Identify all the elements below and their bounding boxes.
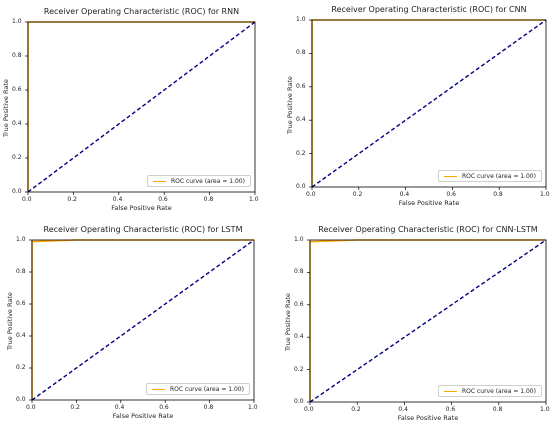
y-tick-label: 1.0 (12, 18, 22, 25)
x-tick-label: 0.8 (203, 196, 214, 203)
x-tick-label: 0.6 (159, 404, 169, 411)
legend-label: ROC curve (area = 1.00) (462, 172, 536, 180)
y-tick-label: 0.4 (296, 116, 306, 124)
x-tick-label: 0.6 (158, 196, 168, 203)
roc-panel-lstm: Receiver Operating Characteristic (ROC) … (0, 218, 275, 436)
y-tick-label: 0.2 (294, 365, 304, 373)
y-tick-label: 0.0 (296, 183, 306, 190)
y-tick-label: 0.4 (16, 332, 26, 339)
legend-swatch-roc-curve (444, 390, 457, 392)
x-tick-label: 0.6 (445, 406, 456, 413)
chance-diagonal-line (27, 21, 256, 193)
y-tick-label: 0.2 (16, 364, 26, 371)
legend: ROC curve (area = 1.00) (146, 383, 250, 395)
x-axis-label: False Positive Rate (398, 199, 460, 207)
y-tick-label: 0.0 (12, 188, 22, 195)
y-tick-label: 0.2 (12, 154, 22, 161)
x-tick-label: 1.0 (249, 196, 259, 203)
y-tick-label: 0.8 (16, 268, 26, 275)
legend-swatch-roc-curve (153, 180, 166, 182)
chart-title: Receiver Operating Characteristic (ROC) … (43, 225, 243, 234)
y-tick-label: 0.6 (16, 300, 26, 307)
legend: ROC curve (area = 1.00) (438, 385, 542, 397)
roc-plot-svg (309, 19, 547, 190)
axes-frame (309, 239, 547, 403)
y-tick-label: 0.8 (12, 52, 22, 59)
y-axis-label: True Positive Rate (284, 293, 292, 351)
axes-frame (311, 19, 547, 188)
legend: ROC curve (area = 1.00) (147, 175, 251, 187)
x-tick-label: 0.8 (492, 406, 503, 413)
x-tick-label: 0.2 (70, 404, 80, 411)
x-tick-label: 0.2 (351, 406, 361, 413)
legend-swatch-roc-curve (444, 175, 457, 177)
x-tick-label: 0.2 (352, 191, 363, 198)
y-tick-label: 0.4 (12, 120, 22, 127)
roc-panel-cnn-lstm: Receiver Operating Characteristic (ROC) … (280, 218, 550, 436)
x-tick-label: 1.0 (540, 191, 550, 198)
chart-title: Receiver Operating Characteristic (ROC) … (331, 5, 527, 14)
x-tick-label: 0.8 (203, 404, 214, 411)
legend-label: ROC curve (area = 1.00) (170, 385, 244, 393)
legend-label: ROC curve (area = 1.00) (462, 387, 536, 395)
chart-title: Receiver Operating Characteristic (ROC) … (318, 225, 538, 234)
y-tick-label: 1.0 (294, 236, 304, 243)
x-tick-label: 0.8 (493, 191, 503, 198)
y-tick-label: 0.6 (296, 82, 306, 90)
y-tick-label: 0.8 (294, 268, 304, 276)
y-tick-label: 1.0 (296, 16, 306, 23)
roc-panel-rnn: Receiver Operating Characteristic (ROC) … (0, 0, 275, 215)
legend-swatch-roc-curve (152, 388, 165, 390)
x-axis-label: False Positive Rate (112, 412, 174, 420)
roc-panel-cnn: Receiver Operating Characteristic (ROC) … (280, 0, 550, 215)
y-tick-label: 0.2 (296, 149, 306, 157)
y-tick-label: 1.0 (16, 236, 26, 243)
axes-frame (31, 239, 255, 401)
chance-diagonal-line (311, 19, 547, 188)
y-axis-label: True Positive Rate (286, 75, 294, 134)
x-tick-label: 0.6 (446, 191, 456, 198)
x-tick-label: 0.4 (114, 404, 125, 411)
chart-title: Receiver Operating Characteristic (ROC) … (43, 7, 240, 16)
y-tick-label: 0.8 (296, 49, 306, 57)
y-tick-label: 0.0 (16, 396, 26, 403)
x-tick-label: 0.0 (26, 404, 36, 411)
y-tick-label: 0.4 (294, 333, 304, 341)
x-axis-label: False Positive Rate (111, 204, 172, 212)
x-tick-label: 0.0 (306, 191, 316, 198)
roc-plot-svg (29, 239, 255, 403)
x-tick-label: 0.0 (22, 196, 32, 203)
y-tick-label: 0.6 (294, 300, 304, 308)
x-tick-label: 0.0 (304, 406, 314, 413)
x-tick-label: 1.0 (540, 406, 550, 413)
x-tick-label: 0.2 (67, 196, 77, 203)
y-axis-label: True Positive Rate (6, 292, 14, 350)
chance-diagonal-line (309, 239, 547, 403)
x-tick-label: 0.4 (112, 196, 123, 203)
x-tick-label: 0.4 (399, 191, 410, 198)
y-tick-label: 0.0 (294, 398, 304, 405)
y-tick-label: 0.6 (12, 86, 22, 93)
chance-diagonal-line (31, 239, 255, 401)
x-tick-label: 0.4 (398, 406, 408, 413)
x-axis-label: False Positive Rate (397, 414, 459, 422)
x-tick-label: 1.0 (248, 404, 258, 411)
y-axis-label: True Positive Rate (2, 79, 10, 137)
axes-frame (27, 21, 256, 193)
roc-plot-svg (25, 21, 256, 195)
legend: ROC curve (area = 1.00) (438, 170, 542, 182)
roc-plot-svg (307, 239, 547, 405)
legend-label: ROC curve (area = 1.00) (171, 177, 245, 185)
